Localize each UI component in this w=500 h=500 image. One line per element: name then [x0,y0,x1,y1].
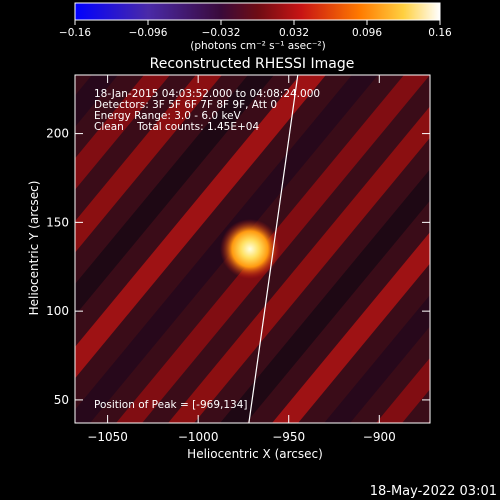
heatmap-stripe [75,75,118,127]
heatmap-stripe [168,106,430,423]
y-axis-label: Heliocentric Y (arcsec) [27,181,41,316]
plot-area [75,35,500,463]
y-tick-label: 200 [46,127,69,141]
y-tick-label: 150 [46,215,69,229]
y-tick-label: 50 [54,393,69,407]
peak-position: Position of Peak = [-969,134] [94,399,248,411]
colorbar-gradient [74,2,441,21]
heatmap-stripes [75,35,500,463]
heatmap-stripe [220,169,430,423]
info-detectors: Detectors: 3F 5F 6F 7F 8F 9F, Att 0 [94,99,277,111]
x-tick-label: −1000 [178,430,219,444]
colorbar-tick-label: −0.096 [129,27,168,39]
info-energy: Energy Range: 3.0 - 6.0 keV [94,110,242,122]
colorbar: −0.16 −0.096 −0.032 0.032 0.096 0.16 (photons… [59,2,452,52]
info-time-range: 18-Jan-2015 04:03:52.000 to 04:08:24.000 [94,88,320,100]
axes: −1050 −1000 −950 −900 50 100 150 200 [46,75,430,444]
heatmap-stripe [75,75,274,316]
x-tick-label: −1050 [87,430,128,444]
heatmap-stripe [376,357,430,423]
heatmap-stripe [447,35,500,463]
heatmap-stripe [324,294,430,423]
colorbar-tick-label: −0.16 [59,27,91,39]
heatmap-stripe [75,75,326,379]
heatmap-stripe [272,232,430,423]
source-glow [220,219,280,279]
chart-title: Reconstructed RHESSI Image [150,56,355,72]
colorbar-tick-label: 0.096 [352,27,382,39]
x-axis-label: Heliocentric X (arcsec) [187,447,323,461]
colorbar-unit: (photons cm⁻² s⁻¹ asec⁻²) [190,40,325,52]
plot-frame [74,74,431,424]
x-tick-label: −900 [363,430,396,444]
heatmap-stripe [75,75,170,190]
heatmap-stripe [75,75,222,253]
info-box: 18-Jan-2015 04:03:52.000 to 04:08:24.000… [94,88,320,133]
info-clean: Clean Total counts: 1.45E+04 [94,121,259,133]
colorbar-tick-label: 0.16 [428,27,452,39]
limb-line [248,75,299,423]
x-tick-label: −950 [272,430,305,444]
colorbar-tick-label: 0.032 [279,27,309,39]
y-tick-label: 100 [46,304,69,318]
timestamp: 18-May-2022 03:01 [370,484,497,499]
colorbar-tick-label: −0.032 [202,27,241,39]
